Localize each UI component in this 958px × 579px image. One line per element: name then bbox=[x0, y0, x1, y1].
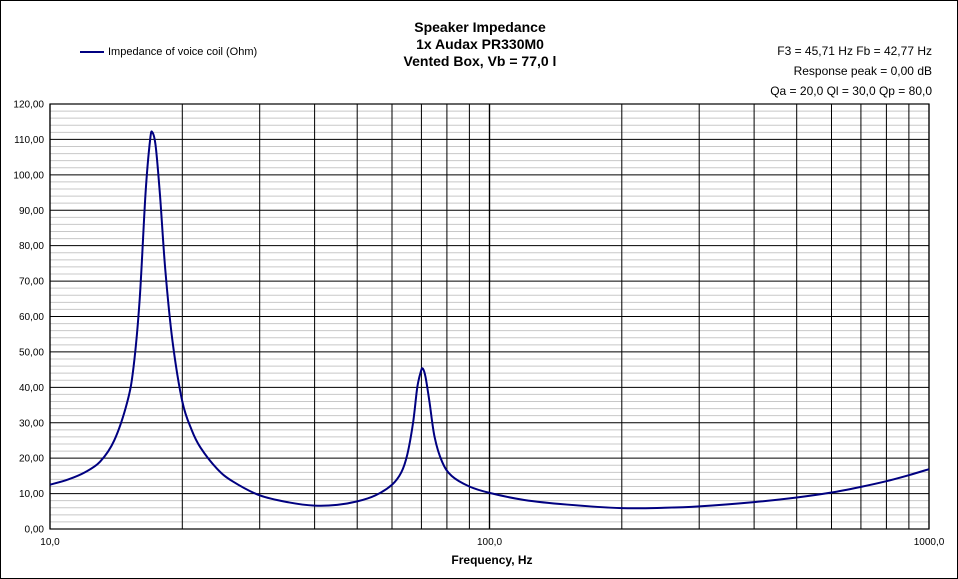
y-tick-label: 30,00 bbox=[19, 418, 44, 429]
legend: Impedance of voice coil (Ohm) bbox=[80, 45, 257, 59]
plot-border bbox=[49, 103, 930, 530]
info-response-peak: Response peak = 0,00 dB bbox=[793, 64, 932, 78]
x-tick-label: 1000,0 bbox=[914, 537, 945, 548]
y-tick-label: 60,00 bbox=[19, 312, 44, 323]
x-tick-label: 10,0 bbox=[40, 537, 60, 548]
y-tick-label: 110,00 bbox=[14, 135, 44, 146]
y-tick-label: 10,00 bbox=[19, 489, 44, 500]
y-tick-label: 0,00 bbox=[25, 525, 45, 536]
y-tick-label: 120,00 bbox=[13, 100, 44, 111]
legend-swatch bbox=[80, 51, 104, 53]
y-tick-label: 20,00 bbox=[19, 454, 44, 465]
title-line-3: Vented Box, Vb = 77,0 l bbox=[403, 53, 557, 69]
chart-title: Speaker Impedance 1x Audax PR330M0 Vente… bbox=[330, 19, 630, 70]
info-box: F3 = 45,71 Hz Fb = 42,77 Hz Response pea… bbox=[770, 41, 932, 101]
x-tick-label: 100,0 bbox=[477, 537, 502, 548]
title-line-2: 1x Audax PR330M0 bbox=[416, 36, 544, 52]
x-axis-label: Frequency, Hz bbox=[451, 553, 533, 567]
legend-label: Impedance of voice coil (Ohm) bbox=[108, 46, 258, 58]
y-tick-label: 40,00 bbox=[19, 383, 44, 394]
y-tick-label: 100,00 bbox=[13, 170, 44, 181]
info-f3-fb: F3 = 45,71 Hz Fb = 42,77 Hz bbox=[777, 44, 932, 58]
title-line-1: Speaker Impedance bbox=[414, 19, 546, 35]
y-tick-label: 80,00 bbox=[19, 241, 44, 252]
impedance-series-line bbox=[49, 130, 930, 510]
y-tick-label: 90,00 bbox=[19, 206, 44, 217]
y-tick-label: 50,00 bbox=[19, 347, 44, 358]
info-q-values: Qa = 20,0 Ql = 30,0 Qp = 80,0 bbox=[770, 84, 932, 98]
y-tick-label: 70,00 bbox=[19, 277, 44, 288]
